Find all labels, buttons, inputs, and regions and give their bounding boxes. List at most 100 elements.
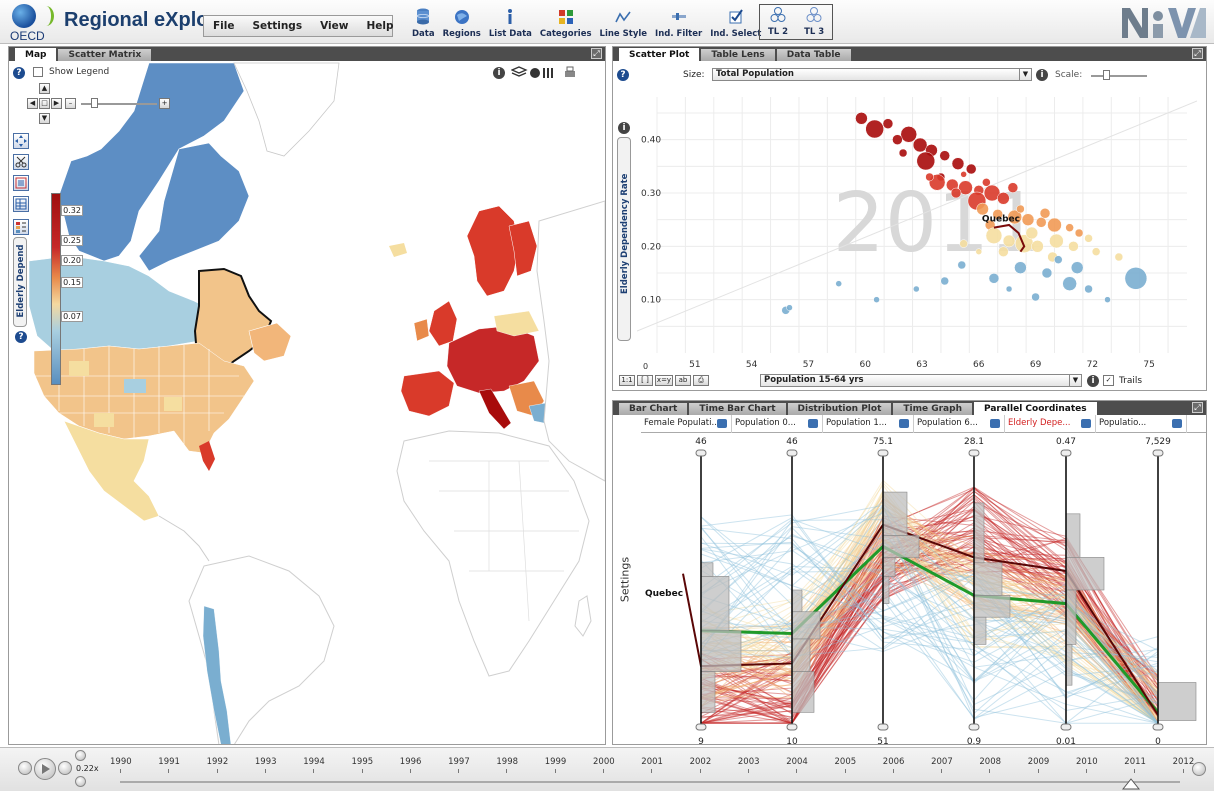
world-map[interactable]: ? Show Legend ▲ ◀ □ ▶ – + ▼ i 0.32 0.25 … (9, 61, 605, 745)
timeline-year-label[interactable]: 2006 (882, 757, 905, 767)
regions-button[interactable]: Regions (439, 2, 485, 42)
yaxis-info-icon[interactable]: i (618, 122, 630, 134)
pc-polyline[interactable] (700, 518, 1159, 724)
pc-polyline[interactable] (700, 541, 1159, 724)
scatter-point[interactable] (982, 178, 991, 187)
pc-polyline[interactable] (700, 509, 1159, 705)
scatter-point[interactable] (1091, 247, 1101, 256)
timeline-year-label[interactable]: 2002 (689, 757, 712, 767)
pc-polyline[interactable] (700, 526, 1159, 724)
pc-polyline[interactable] (700, 508, 1159, 719)
zoom-out-button[interactable]: – (65, 98, 76, 109)
scatter-point[interactable] (1070, 261, 1084, 274)
pc-polyline[interactable] (700, 508, 1159, 693)
pc-polyline[interactable] (700, 573, 1159, 682)
map-info-icon[interactable]: i (493, 67, 505, 79)
scatter-point[interactable] (1014, 261, 1027, 274)
pc-polyline[interactable] (700, 479, 1159, 724)
scatter-point[interactable] (1065, 223, 1074, 232)
maximize-icon[interactable]: ⤢ (1192, 402, 1203, 413)
scatter-point[interactable] (983, 184, 1001, 202)
pc-polyline[interactable] (700, 595, 1159, 724)
timeline-year-label[interactable]: 2003 (737, 757, 760, 767)
region-quebec[interactable] (193, 267, 273, 375)
tab-bar-chart[interactable]: Bar Chart (619, 403, 688, 415)
xaxis-info-icon[interactable]: i (1087, 375, 1099, 387)
scatter-point[interactable] (1084, 234, 1093, 243)
pc-polyline[interactable] (700, 527, 1159, 724)
pan-right-button[interactable]: ▶ (51, 98, 62, 109)
step-back-button[interactable] (18, 761, 32, 775)
tab-time-graph[interactable]: Time Graph (893, 403, 972, 415)
pc-axis-bottom-handle[interactable] (968, 723, 980, 731)
region-usa[interactable] (33, 342, 255, 454)
timeline-year-label[interactable]: 2000 (593, 757, 615, 767)
color-legend-bar[interactable] (51, 193, 61, 385)
yaxis-selector[interactable]: Elderly Dependency Rate (617, 137, 631, 341)
pan-down-button[interactable]: ▼ (39, 113, 50, 124)
axis-header-female-population[interactable]: Female Populati... (641, 415, 732, 433)
pc-polyline[interactable] (700, 519, 1159, 724)
pc-axis-top-handle[interactable] (695, 449, 707, 457)
pc-polyline[interactable] (700, 527, 1159, 712)
pc-polyline[interactable] (700, 505, 1159, 706)
scatter-point[interactable] (786, 304, 793, 311)
pc-polyline[interactable] (700, 570, 1159, 716)
scatter-point[interactable] (1041, 267, 1053, 279)
scatter-point[interactable] (916, 151, 936, 171)
pc-polyline[interactable] (700, 526, 1159, 724)
scatter-point[interactable] (1084, 284, 1093, 294)
scatter-point[interactable] (892, 134, 903, 145)
pc-polyline[interactable] (700, 534, 1159, 724)
pc-polyline[interactable] (700, 513, 1159, 675)
scatter-point[interactable] (898, 148, 908, 158)
pan-up-button[interactable]: ▲ (39, 83, 50, 94)
axis-settings-icon[interactable] (990, 419, 1000, 428)
pc-polyline[interactable] (700, 506, 1159, 703)
play-button[interactable] (34, 758, 56, 780)
zoom-1-1-button[interactable]: 1:1 (619, 375, 635, 386)
timeline-year-label[interactable]: 1999 (544, 757, 567, 767)
region-italy[interactable] (478, 388, 512, 430)
scatter-print-icon[interactable]: ⎙ (693, 375, 709, 386)
scatter-point[interactable] (900, 126, 917, 143)
scatter-point[interactable] (873, 296, 880, 303)
timeline-year-label[interactable]: 1993 (254, 757, 277, 767)
list-data-button[interactable]: List Data (485, 2, 536, 42)
region-scandinavia[interactable] (466, 205, 520, 297)
pc-polyline[interactable] (700, 548, 1159, 681)
pc-polyline[interactable] (700, 541, 1159, 686)
pc-polyline[interactable] (700, 542, 1159, 724)
pc-polyline[interactable] (701, 546, 1159, 724)
region-chile[interactable] (202, 605, 232, 745)
scissors-tool-icon[interactable] (13, 154, 29, 170)
scatter-point[interactable] (1054, 255, 1063, 264)
scatter-point[interactable] (1016, 204, 1025, 214)
axis-settings-icon[interactable] (1172, 419, 1182, 428)
region-canada-north[interactable] (56, 62, 245, 262)
timeline-year-label[interactable]: 2011 (1124, 757, 1146, 767)
scatter-point[interactable] (1002, 234, 1016, 248)
pc-polyline[interactable] (700, 531, 1159, 724)
pc-polyline[interactable] (700, 533, 1159, 724)
pc-polyline[interactable] (700, 497, 1159, 696)
axis-header-population-6[interactable]: Population 6... (914, 415, 1005, 433)
scatter-point[interactable] (1025, 226, 1039, 240)
pc-polyline[interactable] (700, 494, 1159, 696)
pc-polyline[interactable] (700, 551, 1159, 724)
zoom-in-button[interactable]: + (159, 98, 170, 109)
pc-polyline[interactable] (700, 551, 1159, 724)
region-uk[interactable] (428, 300, 458, 347)
menu-file[interactable]: File (213, 20, 235, 32)
pc-axis-top-handle[interactable] (786, 449, 798, 457)
axis-settings-icon[interactable] (899, 419, 909, 428)
scatter-point[interactable] (939, 150, 950, 161)
pc-polyline[interactable] (700, 516, 1159, 724)
pan-center-button[interactable]: □ (39, 98, 50, 109)
scatter-point[interactable] (985, 227, 1003, 244)
pc-polyline[interactable] (700, 537, 1159, 720)
pc-polyline[interactable] (700, 526, 1159, 724)
pc-polyline[interactable] (700, 536, 1159, 698)
size-info-icon[interactable]: i (1036, 69, 1048, 81)
timeline-year-label[interactable]: 2004 (786, 757, 808, 767)
